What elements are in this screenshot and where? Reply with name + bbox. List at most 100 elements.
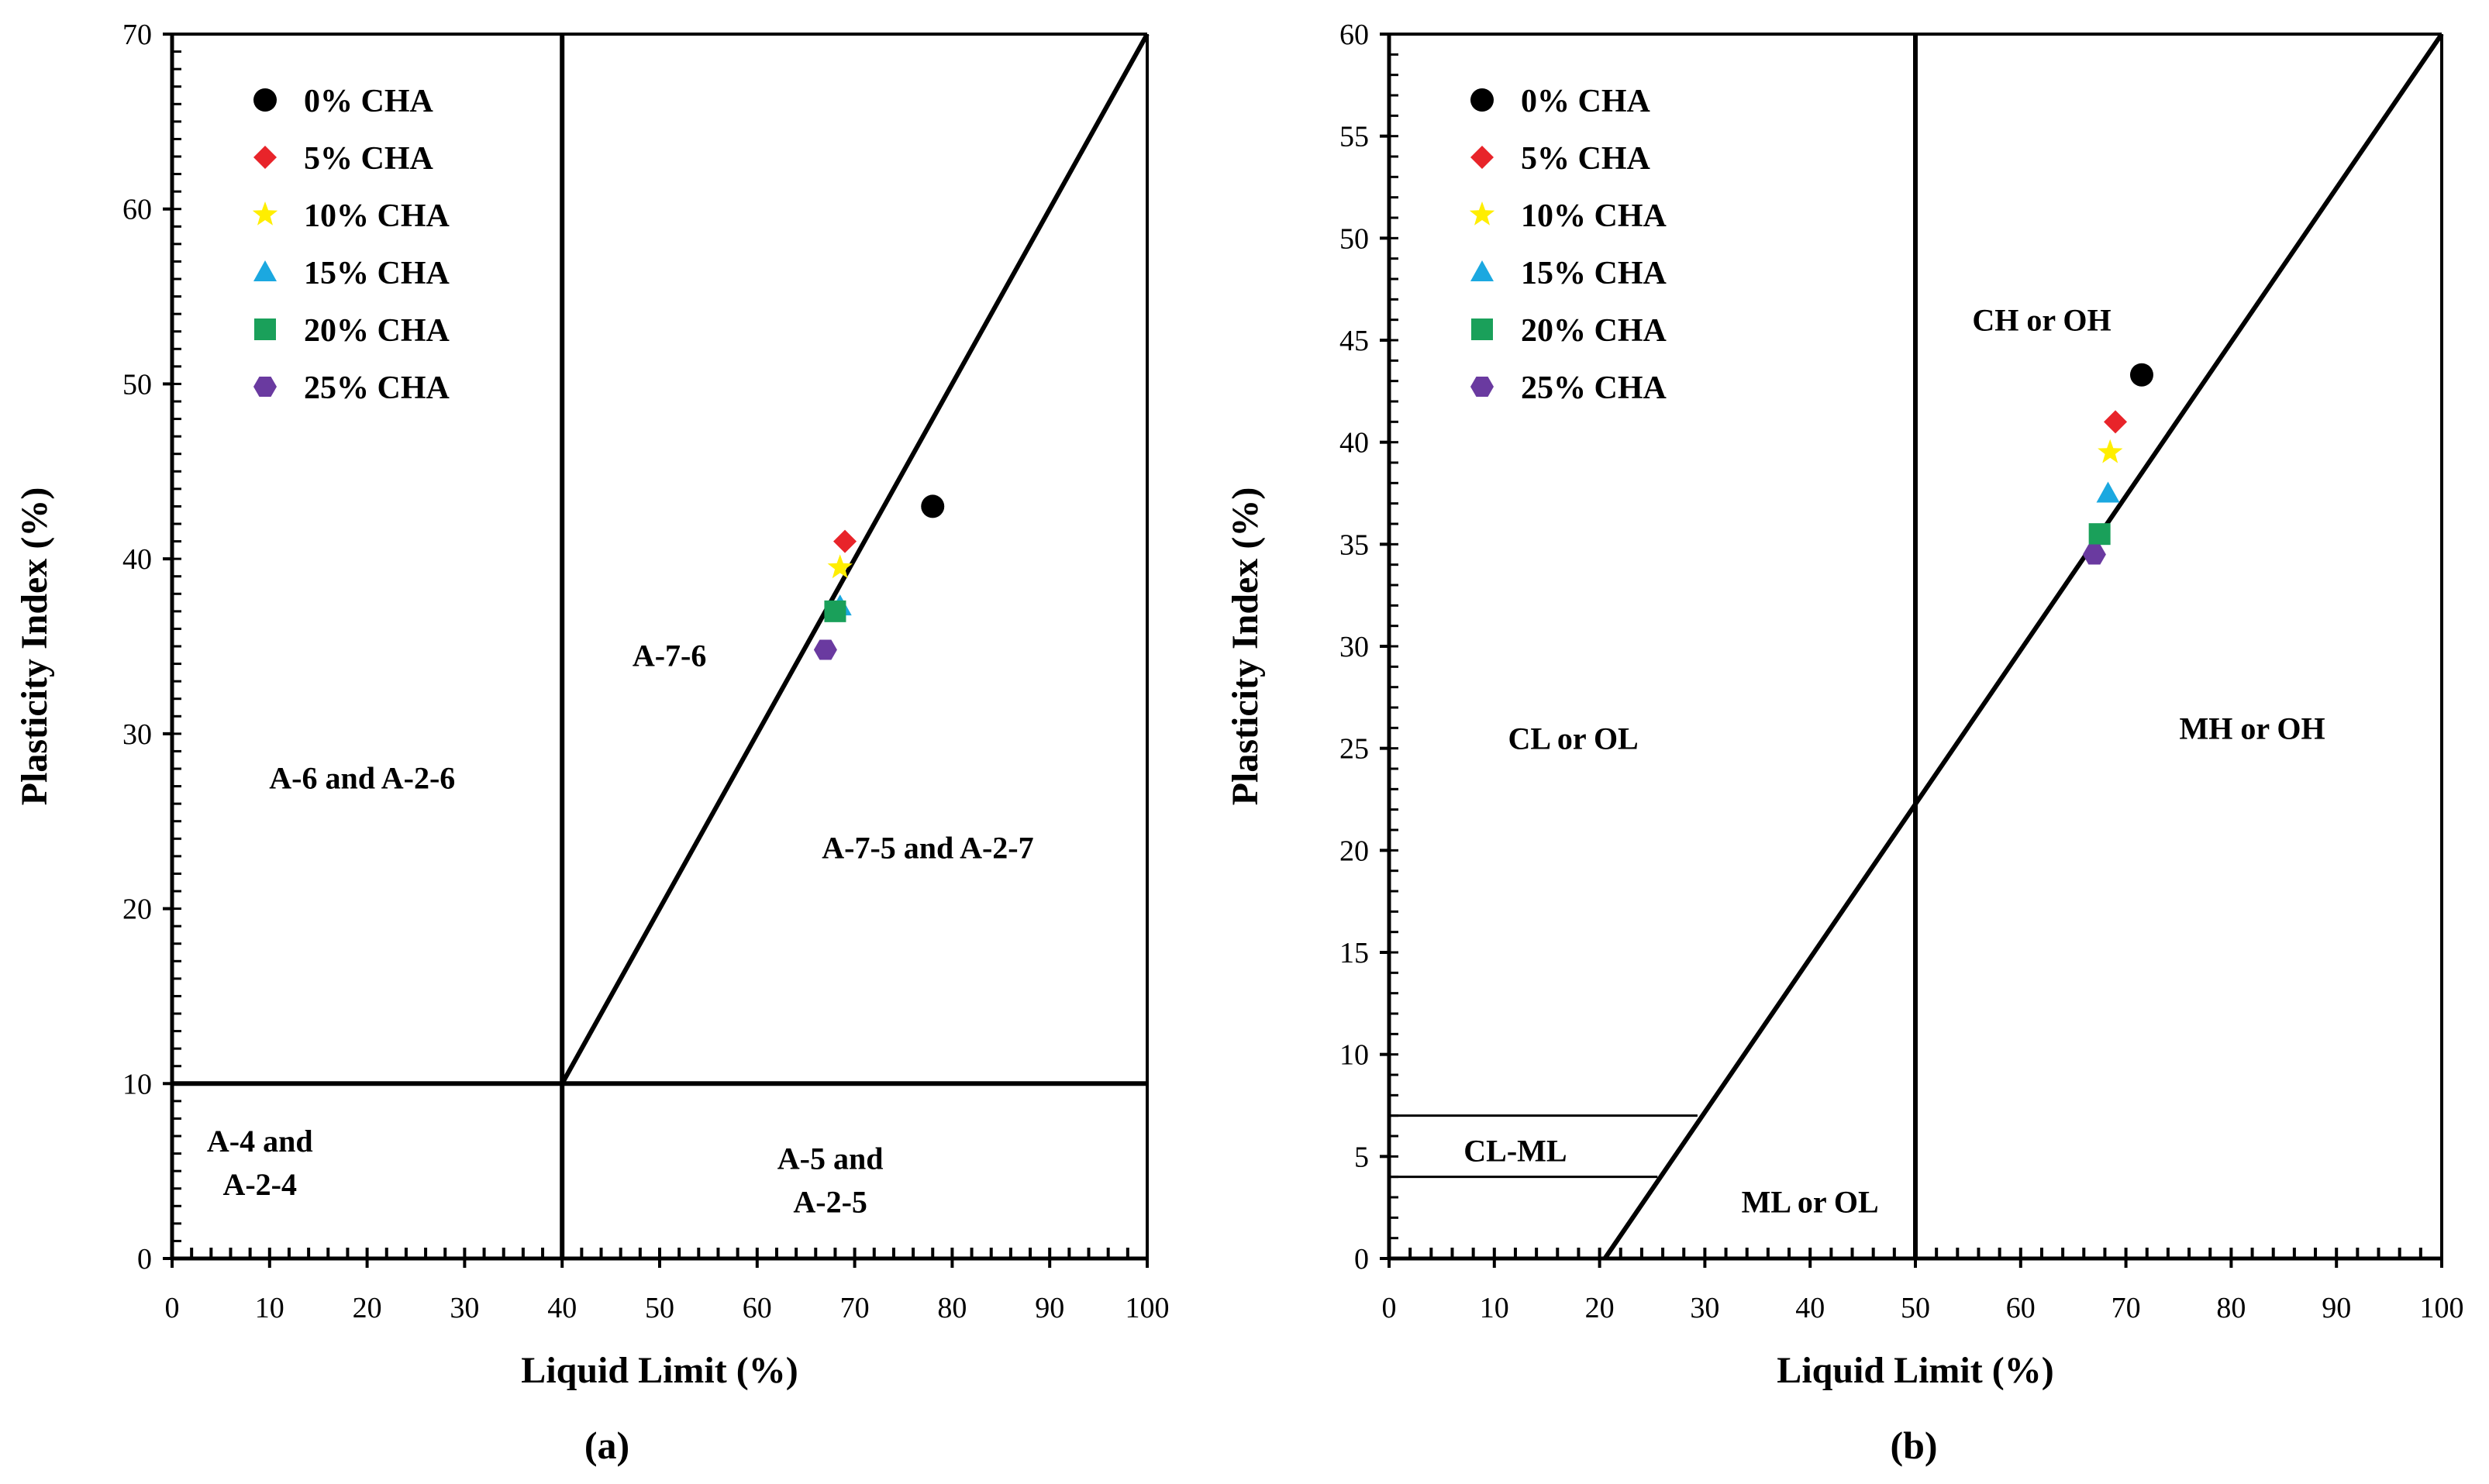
panel-b-y-tick-label: 5 — [1354, 1141, 1369, 1173]
panel-b-legend-marker-15pct-cha — [1470, 260, 1494, 281]
panel-a-x-tick-label: 20 — [353, 1292, 382, 1324]
panel-a-y-axis-title: Plasticity Index (%) — [14, 487, 55, 806]
panel-a-legend-marker-20pct-cha — [254, 318, 276, 340]
panel-a-a7-divider — [560, 33, 1150, 1085]
panel-b-legend-label-0pct-cha: 0% CHA — [1521, 84, 1651, 119]
panel-a-x-tick-label: 80 — [937, 1292, 967, 1324]
panel-a-y-tick-label: 0 — [137, 1243, 152, 1276]
panel-b-y-tick-label: 35 — [1339, 529, 1369, 561]
panel-a-label: (a) — [584, 1424, 629, 1467]
panel-b-x-tick-label: 50 — [1901, 1292, 1930, 1324]
panel-a-legend-marker-10pct-cha — [252, 201, 278, 226]
panel-a-point-5pct-cha — [833, 529, 857, 553]
panel-a-region-a-6-a-2-6-label: A-6 and A-2-6 — [269, 760, 455, 795]
panel-a-x-tick-label: 100 — [1126, 1292, 1170, 1324]
panel-a-region-a-7-5-a-2-7-label: A-7-5 and A-2-7 — [822, 831, 1033, 866]
panel-a-point-0pct-cha — [921, 494, 945, 518]
panel-b-y-tick-label: 0 — [1354, 1243, 1369, 1276]
panel-b-y-tick-label: 40 — [1339, 427, 1369, 460]
panel-b-legend-marker-0pct-cha — [1470, 88, 1494, 112]
panel-a-y-tick-label: 60 — [122, 194, 152, 226]
panel-a-legend-marker-0pct-cha — [253, 88, 277, 112]
panel-a-region-a-4-a-2-4-label: A-2-4 — [222, 1167, 297, 1202]
panel-b-legend-label-10pct-cha: 10% CHA — [1521, 198, 1667, 234]
panel-a-region-a-5-a-2-5-label: A-5 and — [777, 1141, 884, 1176]
panel-b-x-tick-label: 60 — [2006, 1292, 2036, 1324]
panel-b-y-tick-label: 55 — [1339, 121, 1369, 153]
panel-b-x-tick-label: 100 — [2420, 1292, 2464, 1324]
panel-a-x-tick-label: 70 — [840, 1292, 870, 1324]
panel-a-x-tick-label: 60 — [743, 1292, 772, 1324]
panel-a-x-axis-title: Liquid Limit (%) — [521, 1350, 798, 1391]
panel-a-legend-marker-25pct-cha — [253, 377, 277, 397]
panel-a-x-tick-label: 0 — [165, 1292, 180, 1324]
panel-b-y-axis-title: Plasticity Index (%) — [1225, 487, 1266, 806]
panel-b-region-ml-ol-label: ML or OL — [1742, 1184, 1879, 1219]
panel-a-legend-marker-15pct-cha — [253, 260, 277, 281]
panel-b-legend-marker-20pct-cha — [1471, 318, 1493, 340]
panel-a-x-tick-label: 10 — [255, 1292, 284, 1324]
panel-b-x-tick-label: 90 — [2322, 1292, 2351, 1324]
panel-b-x-tick-label: 40 — [1795, 1292, 1825, 1324]
panel-a-legend-marker-5pct-cha — [253, 146, 277, 169]
panel-b-legend-label-5pct-cha: 5% CHA — [1521, 141, 1651, 177]
panel-b-legend-marker-10pct-cha — [1469, 201, 1495, 226]
panel-a-legend-label-0pct-cha: 0% CHA — [304, 84, 434, 119]
panel-a-y-tick-label: 70 — [122, 19, 152, 51]
panel-a-x-tick-label: 50 — [645, 1292, 674, 1324]
panel-a-point-20pct-cha — [824, 600, 846, 622]
panel-a-x-tick-label: 30 — [450, 1292, 479, 1324]
panel-b-y-tick-label: 50 — [1339, 222, 1369, 255]
panel-b-point-15pct-cha — [2096, 481, 2120, 503]
panel-a-x-tick-label: 90 — [1035, 1292, 1064, 1324]
panel-a-x-tick-label: 40 — [547, 1292, 577, 1324]
panel-a-legend-label-25pct-cha: 25% CHA — [304, 370, 450, 406]
panel-a-chart: 0 10 20 30 40 50 60 70 80 90 100 0 10 20 30 40 50 60 70 A-7… — [14, 19, 1170, 1467]
panel-b-legend-marker-25pct-cha — [1470, 377, 1494, 397]
panel-b-x-tick-label: 0 — [1382, 1292, 1397, 1324]
panel-b-legend-label-15pct-cha: 15% CHA — [1521, 256, 1667, 291]
panel-a-legend-label-10pct-cha: 10% CHA — [304, 198, 450, 234]
panel-b-legend-label-20pct-cha: 20% CHA — [1521, 313, 1667, 349]
panel-a-y-tick-label: 10 — [122, 1068, 152, 1100]
panel-b-region-ch-oh-label: CH or OH — [1972, 303, 2111, 338]
panel-a-legend-label-5pct-cha: 5% CHA — [304, 141, 434, 177]
panel-b-point-10pct-cha — [2098, 439, 2123, 463]
panel-b-chart: 0 10 20 30 40 50 60 70 80 90 100 0 5 10 15 20 25 30 35 40 45… — [1225, 19, 2464, 1467]
panel-b-legend-marker-5pct-cha — [1470, 146, 1494, 169]
panel-b-point-20pct-cha — [2088, 523, 2111, 546]
panel-b-label: (b) — [1890, 1424, 1937, 1467]
panel-b-point-25pct-cha — [2082, 544, 2106, 565]
panel-b-x-axis-title: Liquid Limit (%) — [1777, 1350, 2053, 1391]
panel-b-x-tick-label: 80 — [2216, 1292, 2246, 1324]
panel-b-y-tick-label: 60 — [1339, 19, 1369, 51]
panel-b-region-mh-oh-label: MH or OH — [2179, 711, 2325, 745]
panel-a-legend: 0% CHA 5% CHA 10% CHA 15% CHA 20% CHA 25% CHA — [252, 84, 450, 406]
panel-b-y-tick-label: 20 — [1339, 835, 1369, 867]
panel-a-y-tick-label: 20 — [122, 893, 152, 926]
panel-a-y-tick-label: 40 — [122, 543, 152, 576]
panel-b-y-tick-label: 15 — [1339, 937, 1369, 969]
panel-b-a-line — [1602, 33, 2444, 1260]
panel-b-point-5pct-cha — [2104, 410, 2128, 434]
panel-b-legend: 0% CHA 5% CHA 10% CHA 15% CHA 20% CHA 25% CHA — [1469, 84, 1667, 406]
panel-a-region-a-7-6-label: A-7-6 — [633, 638, 707, 673]
panel-b-y-tick-label: 45 — [1339, 325, 1369, 357]
panel-b-legend-label-25pct-cha: 25% CHA — [1521, 370, 1667, 406]
panel-a-region-a-5-a-2-5-label: A-2-5 — [793, 1184, 867, 1219]
panel-a-legend-label-15pct-cha: 15% CHA — [304, 256, 450, 291]
panel-a-y-tick-label: 30 — [122, 718, 152, 751]
panel-b-region-cl-ol-label: CL or OL — [1508, 721, 1639, 756]
panel-b-point-0pct-cha — [2129, 363, 2153, 387]
panel-b-x-tick-label: 30 — [1690, 1292, 1719, 1324]
panel-a-point-10pct-cha — [827, 554, 853, 579]
panel-b-x-tick-label: 10 — [1480, 1292, 1509, 1324]
panel-a-point-25pct-cha — [813, 639, 837, 660]
panel-a-y-tick-label: 50 — [122, 368, 152, 401]
panel-b-y-tick-label: 25 — [1339, 733, 1369, 766]
panel-a-legend-label-20pct-cha: 20% CHA — [304, 313, 450, 349]
panel-b-y-tick-label: 30 — [1339, 631, 1369, 663]
panel-a-region-a-4-a-2-4-label: A-4 and — [207, 1124, 313, 1159]
